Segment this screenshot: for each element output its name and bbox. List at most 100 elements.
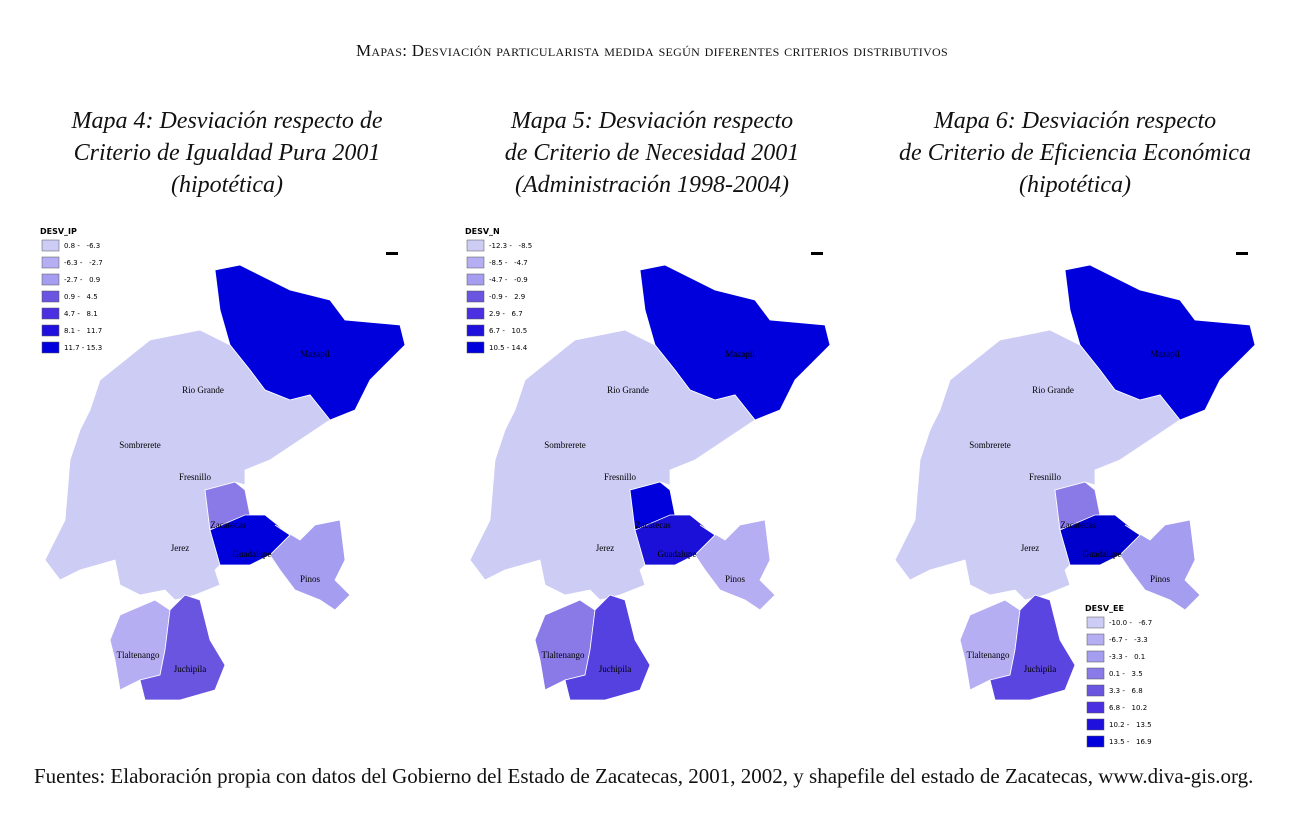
legend-swatch: [41, 307, 60, 320]
legend-label: 0.9 - 4.5: [64, 293, 98, 301]
legend-label: 13.5 - 16.9: [1109, 738, 1152, 746]
legend-swatch: [466, 307, 485, 320]
region-label: Sombrerete: [969, 440, 1010, 450]
legend-label: 0.8 - -6.3: [64, 242, 100, 250]
legend-swatch: [466, 290, 485, 303]
legend-swatch: [466, 324, 485, 337]
region-label: Mazapil: [1150, 349, 1180, 359]
region-label: Juchipila: [174, 664, 207, 674]
region-label: Fresnillo: [179, 472, 212, 482]
region: [1119, 519, 1201, 611]
legend-label: -10.0 - -6.7: [1109, 619, 1152, 627]
legend-label: -0.9 - 2.9: [489, 293, 525, 301]
region-label: Tlaltenango: [117, 650, 160, 660]
map-title: Mapa 5: Desviación respecto: [510, 108, 793, 134]
region: [564, 594, 651, 701]
legend-swatch: [1086, 616, 1105, 629]
legend-label: -12.3 - -8.5: [489, 242, 532, 250]
region-label: Rio Grande: [182, 385, 224, 395]
legend-label: 2.9 - 6.7: [489, 310, 523, 318]
legend-swatch: [41, 324, 60, 337]
region-label: Zacatecas: [1060, 520, 1096, 530]
legend-swatch: [466, 239, 485, 252]
legend-label: -6.3 - -2.7: [64, 259, 103, 267]
legend-swatch: [1086, 650, 1105, 663]
map-title: de Criterio de Necesidad 2001: [505, 140, 800, 166]
legend-label: -8.5 - -4.7: [489, 259, 528, 267]
region: [989, 594, 1076, 701]
region-label: Guadalupe: [233, 549, 272, 559]
legend-label: -4.7 - -0.9: [489, 276, 528, 284]
map: Mazapil Rio Grande Sombrerete Fresnillo Zaca…: [894, 252, 1256, 748]
legend-swatch: [41, 341, 60, 354]
region-label: Zacatecas: [210, 520, 246, 530]
legend-label: 10.5 - 14.4: [489, 344, 528, 352]
footer: Fuentes: Elaboración propia con datos de…: [34, 764, 1254, 788]
map-title: (hipotética): [171, 172, 283, 198]
legend-swatch: [466, 273, 485, 286]
map-title: Mapa 4: Desviación respecto de: [70, 108, 382, 134]
legend-swatch: [41, 239, 60, 252]
legend-swatch: [466, 341, 485, 354]
legend-swatch: [41, 290, 60, 303]
legend-swatch: [1086, 633, 1105, 646]
map-title: Mapa 6: Desviación respecto: [933, 108, 1216, 134]
region-label: Jerez: [1021, 543, 1039, 553]
map-title: de Criterio de Eficiencia Económica: [899, 140, 1251, 166]
region-label: Fresnillo: [604, 472, 637, 482]
legend-label: 3.3 - 6.8: [1109, 687, 1143, 695]
legend-label: -2.7 - 0.9: [64, 276, 100, 284]
legend-label: 6.8 - 10.2: [1109, 704, 1147, 712]
legend-swatch: [41, 256, 60, 269]
region-label: Mazapil: [725, 349, 755, 359]
legend-swatch: [1086, 684, 1105, 697]
region-label: Jerez: [596, 543, 614, 553]
region-label: Zacatecas: [635, 520, 671, 530]
scale-bar: [1236, 252, 1248, 255]
scale-bar: [386, 252, 398, 255]
region-label: Juchipila: [1024, 664, 1057, 674]
legend-title: DESV_N: [465, 227, 500, 236]
legend-swatch: [1086, 667, 1105, 680]
region: [694, 519, 776, 611]
legend-title: DESV_EE: [1085, 604, 1124, 613]
legend-swatch: [1086, 718, 1105, 731]
region-label: Guadalupe: [658, 549, 697, 559]
legend-label: 8.1 - 11.7: [64, 327, 102, 335]
region-label: Tlaltenango: [967, 650, 1010, 660]
legend-swatch: [41, 273, 60, 286]
legend-label: -3.3 - 0.1: [1109, 653, 1145, 661]
legend-label: 11.7 - 15.3: [64, 344, 102, 352]
region: [269, 519, 351, 611]
legend-label: 4.7 - 8.1: [64, 310, 98, 318]
map-title: (Administración 1998-2004): [515, 172, 789, 198]
region: [139, 594, 226, 701]
region-label: Tlaltenango: [542, 650, 585, 660]
maps: Mapas: Desviación particularista medida …: [40, 41, 1256, 748]
region-label: Pinos: [1150, 574, 1171, 584]
header-title: Mapas: Desviación particularista medida …: [356, 41, 948, 60]
legend-swatch: [1086, 735, 1105, 748]
legend-title: DESV_IP: [40, 227, 77, 236]
region-label: Jerez: [171, 543, 189, 553]
scale-bar: [811, 252, 823, 255]
map: Mazapil Rio Grande Sombrerete Fresnillo Zaca…: [465, 227, 831, 701]
legend-label: 10.2 - 13.5: [1109, 721, 1152, 729]
legend-label: 0.1 - 3.5: [1109, 670, 1143, 678]
region-label: Fresnillo: [1029, 472, 1062, 482]
map-title: Criterio de Igualdad Pura 2001: [74, 140, 381, 166]
region-label: Guadalupe: [1083, 549, 1122, 559]
region-label: Juchipila: [599, 664, 632, 674]
region-label: Pinos: [300, 574, 321, 584]
map: Mazapil Rio Grande Sombrerete Fresnillo Zaca…: [40, 227, 406, 701]
legend-label: -6.7 - -3.3: [1109, 636, 1148, 644]
legend-swatch: [1086, 701, 1105, 714]
region-label: Sombrerete: [119, 440, 160, 450]
map-title: (hipotética): [1019, 172, 1131, 198]
region-label: Rio Grande: [1032, 385, 1074, 395]
region-label: Sombrerete: [544, 440, 585, 450]
region-label: Rio Grande: [607, 385, 649, 395]
region-label: Pinos: [725, 574, 746, 584]
legend-swatch: [466, 256, 485, 269]
